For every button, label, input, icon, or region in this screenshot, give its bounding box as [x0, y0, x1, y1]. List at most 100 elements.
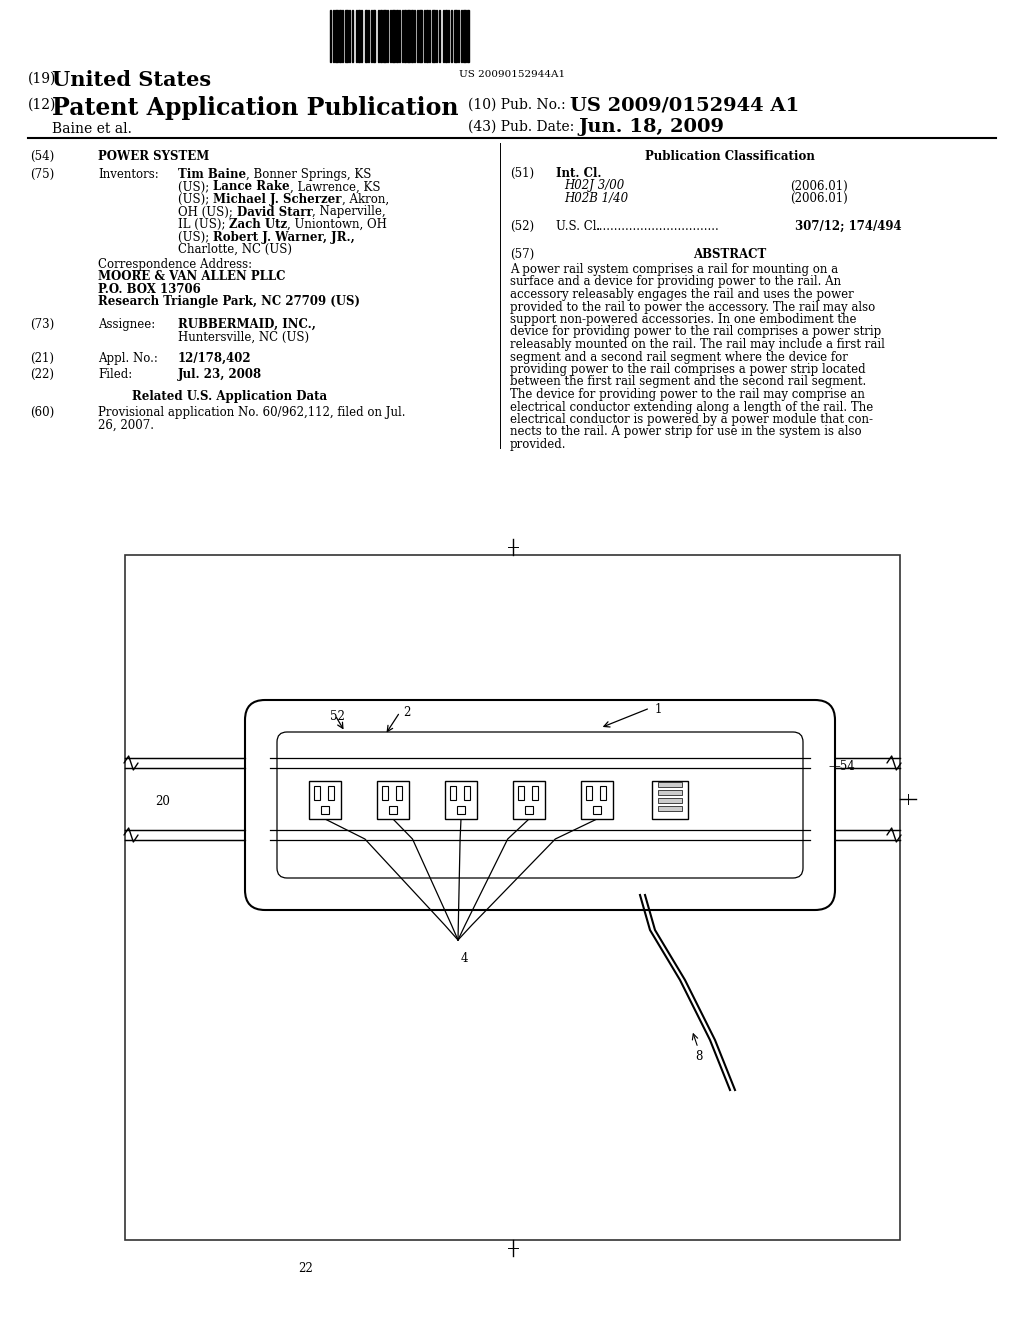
Bar: [358, 11, 360, 62]
Bar: [454, 11, 457, 62]
Text: Baine et al.: Baine et al.: [52, 121, 132, 136]
Text: —54: —54: [828, 760, 855, 774]
Text: Research Triangle Park, NC 27709 (US): Research Triangle Park, NC 27709 (US): [98, 296, 360, 309]
Bar: [658, 789, 682, 795]
Text: (57): (57): [510, 248, 535, 261]
Text: .................................: .................................: [596, 220, 720, 234]
Text: 1: 1: [655, 704, 663, 715]
Text: , Akron,: , Akron,: [341, 193, 389, 206]
Text: 8: 8: [695, 1049, 702, 1063]
Bar: [457, 807, 465, 814]
Text: David Starr: David Starr: [237, 206, 312, 219]
Text: electrical conductor is powered by a power module that con-: electrical conductor is powered by a pow…: [510, 413, 873, 426]
Text: between the first rail segment and the second rail segment.: between the first rail segment and the s…: [510, 375, 866, 388]
Text: (12): (12): [28, 98, 56, 112]
Bar: [518, 785, 524, 800]
Text: Publication Classification: Publication Classification: [645, 150, 815, 162]
Bar: [380, 11, 382, 62]
Bar: [309, 781, 341, 818]
Text: Tim Baine: Tim Baine: [178, 168, 246, 181]
Text: 307/12; 174/494: 307/12; 174/494: [795, 220, 901, 234]
Bar: [513, 781, 545, 818]
Text: support non-powered accessories. In one embodiment the: support non-powered accessories. In one …: [510, 313, 856, 326]
Text: 52: 52: [330, 710, 345, 723]
Bar: [339, 11, 341, 62]
Text: A power rail system comprises a rail for mounting on a: A power rail system comprises a rail for…: [510, 263, 838, 276]
Bar: [373, 11, 375, 62]
Bar: [658, 807, 682, 810]
Bar: [392, 11, 395, 62]
Text: device for providing power to the rail comprises a power strip: device for providing power to the rail c…: [510, 326, 882, 338]
Text: 22: 22: [299, 1262, 313, 1275]
Text: Michael J. Scherzer: Michael J. Scherzer: [213, 193, 341, 206]
Text: Patent Application Publication: Patent Application Publication: [52, 96, 459, 120]
Text: Assignee:: Assignee:: [98, 318, 156, 331]
Bar: [389, 807, 397, 814]
Text: 2: 2: [403, 706, 411, 719]
Text: Related U.S. Application Data: Related U.S. Application Data: [132, 389, 328, 403]
Bar: [532, 785, 538, 800]
Text: Filed:: Filed:: [98, 368, 132, 381]
Bar: [314, 785, 319, 800]
Bar: [382, 785, 388, 800]
Text: provided.: provided.: [510, 438, 566, 451]
Text: , Naperville,: , Naperville,: [312, 206, 386, 219]
FancyBboxPatch shape: [245, 700, 835, 909]
Text: RUBBERMAID, INC.,: RUBBERMAID, INC.,: [178, 318, 315, 331]
Text: Lance Rake: Lance Rake: [213, 181, 290, 194]
Bar: [328, 785, 334, 800]
Bar: [404, 11, 406, 62]
Text: (60): (60): [30, 407, 54, 418]
Text: accessory releasably engages the rail and uses the power: accessory releasably engages the rail an…: [510, 288, 854, 301]
Bar: [593, 807, 601, 814]
Text: , Uniontown, OH: , Uniontown, OH: [288, 218, 387, 231]
Text: 12/178,402: 12/178,402: [178, 352, 252, 366]
Text: 4: 4: [461, 952, 469, 965]
Bar: [450, 785, 456, 800]
Bar: [658, 799, 682, 803]
Text: (43) Pub. Date:: (43) Pub. Date:: [468, 120, 574, 135]
Text: releasably mounted on the rail. The rail may include a first rail: releasably mounted on the rail. The rail…: [510, 338, 885, 351]
Bar: [407, 11, 410, 62]
Text: nects to the rail. A power strip for use in the system is also: nects to the rail. A power strip for use…: [510, 425, 861, 438]
Text: OH (US);: OH (US);: [178, 206, 237, 219]
Text: r 6: r 6: [660, 774, 677, 785]
Bar: [463, 11, 466, 62]
Bar: [335, 11, 338, 62]
Bar: [467, 11, 469, 62]
Text: Int. Cl.: Int. Cl.: [556, 168, 601, 180]
Bar: [581, 781, 613, 818]
Text: (US);: (US);: [178, 193, 213, 206]
Text: 26, 2007.: 26, 2007.: [98, 418, 154, 432]
Text: Jun. 18, 2009: Jun. 18, 2009: [578, 117, 724, 136]
Text: H02B 1/40: H02B 1/40: [564, 191, 628, 205]
Text: Robert J. Warner, JR.,: Robert J. Warner, JR.,: [213, 231, 354, 243]
Text: provided to the rail to power the accessory. The rail may also: provided to the rail to power the access…: [510, 301, 876, 314]
Bar: [383, 11, 386, 62]
Text: (75): (75): [30, 168, 54, 181]
Text: , Lawrence, KS: , Lawrence, KS: [290, 181, 380, 194]
Text: ABSTRACT: ABSTRACT: [693, 248, 767, 261]
Text: (2006.01): (2006.01): [790, 191, 848, 205]
Text: Jul. 23, 2008: Jul. 23, 2008: [178, 368, 262, 381]
Bar: [125, 554, 900, 1239]
Text: (US);: (US);: [178, 231, 213, 243]
Text: (US);: (US);: [178, 181, 213, 194]
Text: Inventors:: Inventors:: [98, 168, 159, 181]
Bar: [600, 785, 606, 800]
Bar: [345, 11, 348, 62]
Text: providing power to the rail comprises a power strip located: providing power to the rail comprises a …: [510, 363, 865, 376]
FancyBboxPatch shape: [278, 733, 803, 878]
Text: US 2009/0152944 A1: US 2009/0152944 A1: [570, 96, 800, 114]
Text: U.S. Cl.: U.S. Cl.: [556, 220, 600, 234]
Text: Appl. No.:: Appl. No.:: [98, 352, 158, 366]
Text: 20: 20: [155, 795, 170, 808]
Text: Provisional application No. 60/962,112, filed on Jul.: Provisional application No. 60/962,112, …: [98, 407, 406, 418]
Bar: [396, 11, 398, 62]
Bar: [445, 11, 447, 62]
Text: (19): (19): [28, 73, 56, 86]
Text: surface and a device for providing power to the rail. An: surface and a device for providing power…: [510, 276, 841, 289]
Text: United States: United States: [52, 70, 211, 90]
Bar: [445, 781, 477, 818]
Text: Huntersville, NC (US): Huntersville, NC (US): [178, 330, 309, 343]
